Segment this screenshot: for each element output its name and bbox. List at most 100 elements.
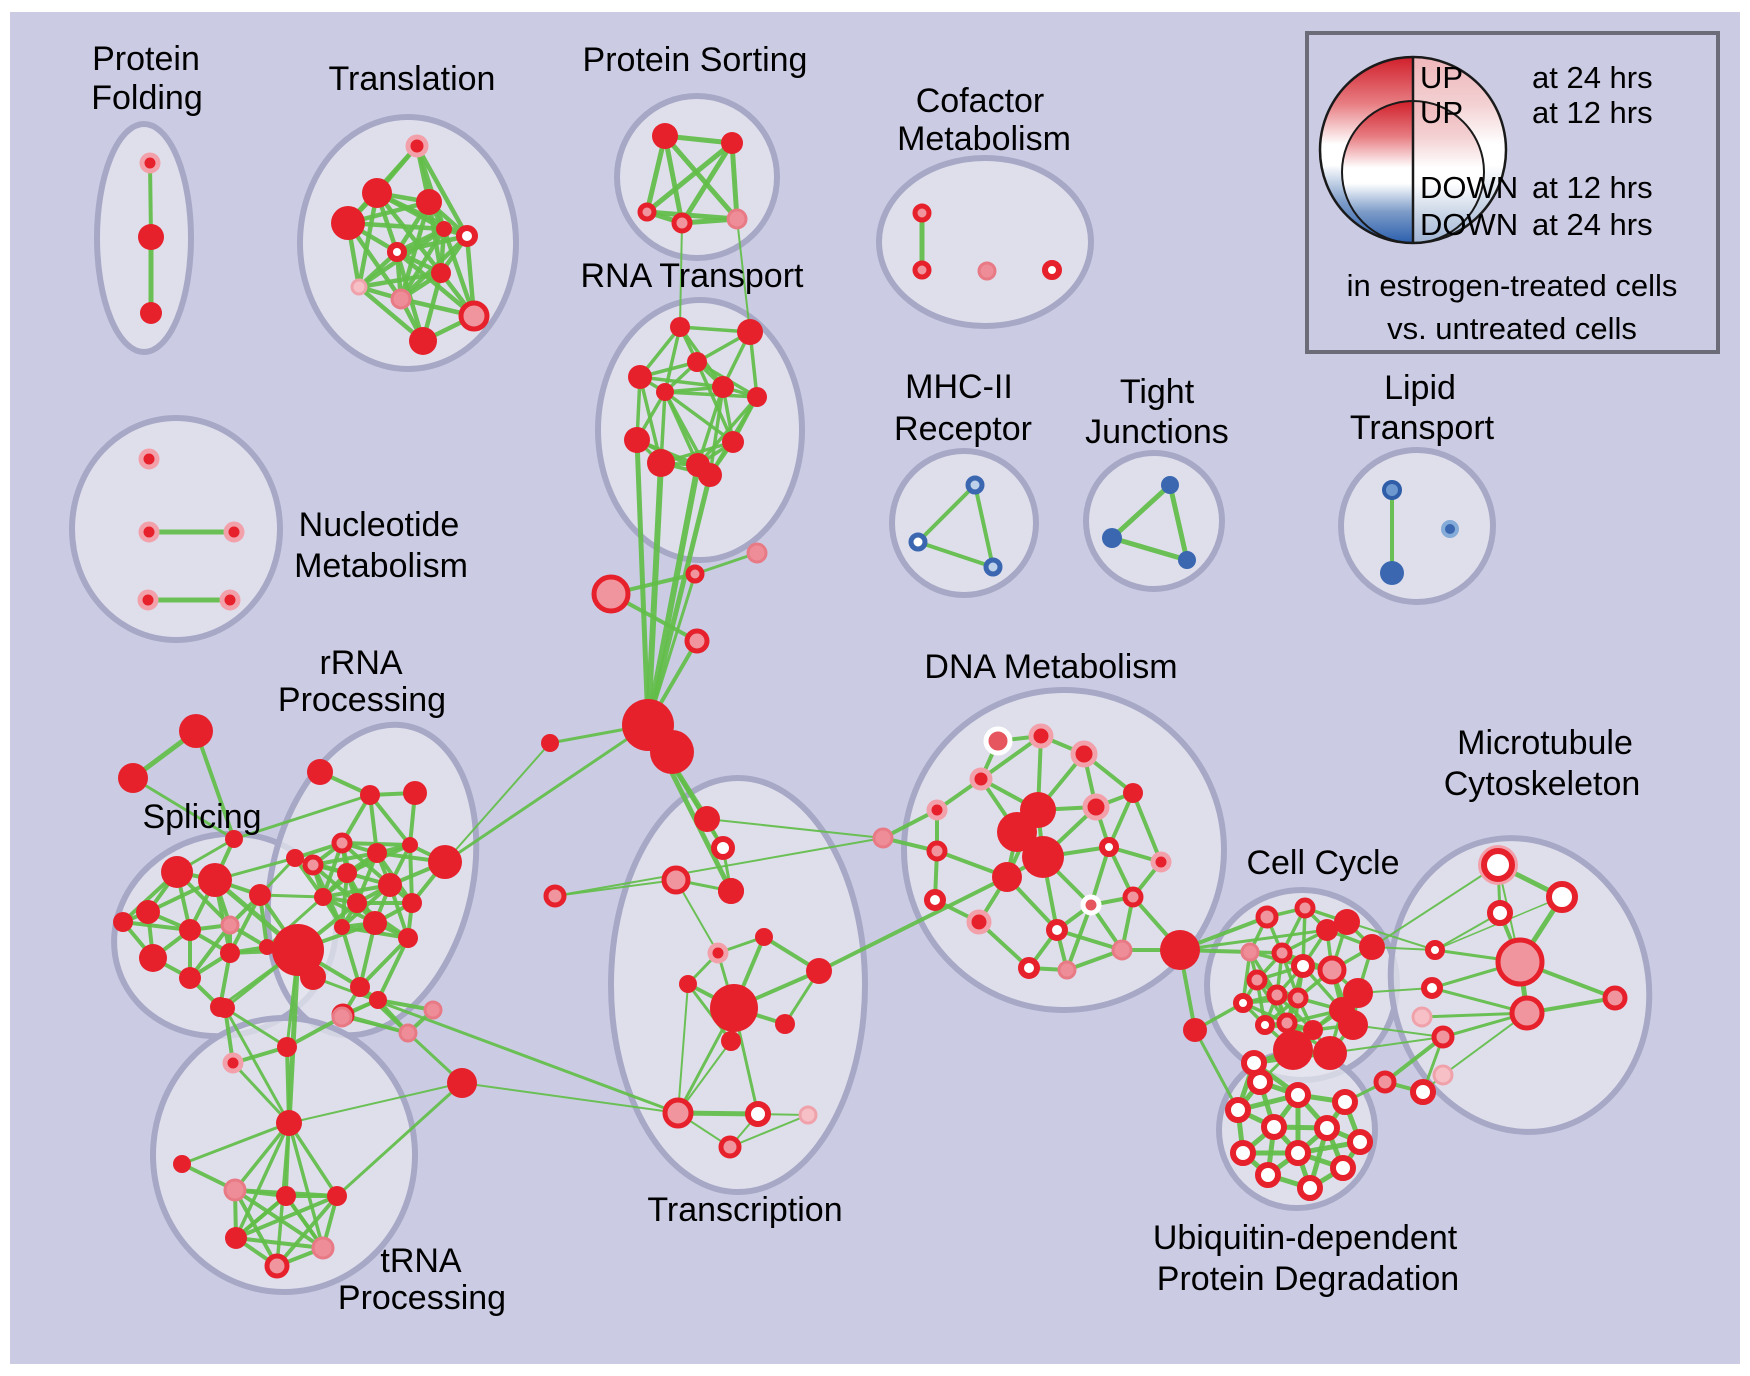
node-ub-3: [1225, 1097, 1251, 1123]
node-mh-0: [965, 475, 985, 495]
node-ps-4: [726, 208, 748, 230]
node-cc-8: [1317, 955, 1347, 985]
edge: [233, 1188, 279, 1268]
node-ps-3: [671, 212, 693, 234]
node-dna-13: [1099, 837, 1119, 857]
edge: [1109, 535, 1190, 563]
edge: [234, 1194, 339, 1240]
node-tn-11: [264, 1253, 290, 1279]
node-tr-10: [458, 300, 490, 332]
node-hub-3: [685, 564, 705, 584]
node-sp-11: [259, 939, 275, 955]
node-cc-15: [1276, 1012, 1298, 1034]
cluster-tn-label-line2: Processing: [338, 1279, 506, 1317]
node-mt-5: [1509, 995, 1545, 1031]
edge: [695, 360, 735, 444]
node-lp-1: [1380, 561, 1404, 585]
edge: [916, 483, 977, 544]
node-pf-2: [140, 302, 162, 324]
node-rr-10: [378, 873, 402, 897]
node-dna-5: [1082, 793, 1110, 821]
node-ts-14: [798, 1105, 818, 1125]
node-dna-23: [1160, 930, 1200, 970]
node-ub-9: [1255, 1162, 1281, 1188]
edge: [1055, 928, 1124, 952]
node-sp-6: [139, 944, 167, 972]
edge: [356, 190, 380, 290]
node-mt-1: [1546, 881, 1578, 913]
edge: [696, 395, 759, 467]
edge: [1352, 1024, 1444, 1038]
node-rt-6: [656, 383, 674, 401]
edge: [1131, 791, 1163, 864]
node-rr-19: [369, 991, 387, 1009]
legend-row4-dir: DOWN: [1420, 207, 1518, 242]
edge: [443, 723, 650, 864]
node-mt-2: [1487, 900, 1513, 926]
node-cc-3: [1334, 909, 1360, 935]
edge: [916, 540, 995, 569]
cluster-pf-label-line1: Protein: [92, 40, 200, 78]
edge: [223, 1006, 289, 1049]
node-hub-8: [300, 964, 326, 990]
edge: [1383, 1035, 1445, 1084]
edge: [729, 140, 740, 222]
edge: [706, 818, 884, 839]
node-tn-3: [277, 1037, 297, 1057]
edge: [444, 742, 551, 863]
edge: [194, 729, 236, 841]
edge: [368, 793, 412, 847]
edge: [414, 143, 470, 239]
legend-row2-time: at 12 hrs: [1532, 95, 1653, 130]
node-rr-21: [398, 1023, 418, 1043]
node-ts-7: [679, 975, 697, 993]
node-rr-9: [428, 845, 462, 879]
cluster-tj-outline: [1083, 450, 1225, 592]
node-ub-4: [1261, 1114, 1287, 1140]
node-nm-2: [223, 521, 245, 543]
cluster-tr-label-line1: Translation: [329, 60, 496, 98]
node-st-0: [179, 714, 213, 748]
edge: [662, 133, 685, 226]
cluster-lp-label-line2: Transport: [1350, 409, 1495, 447]
cluster-ps-label-line1: Protein Sorting: [583, 41, 808, 79]
node-dna-22: [1111, 939, 1133, 961]
node-tr-1: [362, 178, 392, 208]
node-pf-0: [139, 152, 161, 174]
node-cc-0: [1255, 905, 1279, 929]
node-ts-2: [661, 865, 691, 895]
node-mt-11: [1373, 1070, 1397, 1094]
edge: [287, 1121, 325, 1250]
node-cc-21: [1183, 1018, 1207, 1042]
edge: [817, 875, 1009, 973]
node-ts-11: [721, 1031, 741, 1051]
edge: [223, 1006, 291, 1125]
node-rr-17: [350, 977, 370, 997]
node-rr-5: [286, 849, 304, 867]
cluster-cc-label-line1: Cell Cycle: [1246, 844, 1399, 882]
edge: [234, 1121, 291, 1240]
cluster-rt-label-line1: RNA Transport: [581, 257, 805, 295]
edge: [311, 851, 379, 867]
node-dna-6: [926, 799, 948, 821]
node-ps-1: [721, 132, 743, 154]
node-rr-8: [337, 863, 357, 883]
edge: [1371, 864, 1499, 948]
node-cf-0: [912, 203, 932, 223]
edge: [340, 925, 362, 989]
node-rt-4: [712, 376, 734, 398]
node-mh-1: [908, 532, 928, 552]
edge: [645, 472, 713, 728]
node-dna-11: [1022, 836, 1064, 878]
node-hub-1: [650, 730, 694, 774]
node-rt-1: [737, 319, 763, 345]
node-tn-2: [222, 1052, 244, 1074]
node-mt-4: [1602, 985, 1628, 1011]
node-tr-6: [387, 242, 407, 262]
cluster-mt-label-line2: Cytoskeleton: [1444, 765, 1641, 803]
node-ub-5: [1314, 1115, 1340, 1141]
node-cc-17: [1338, 1010, 1368, 1040]
edge: [663, 390, 735, 444]
node-ub-12: [1241, 1050, 1267, 1076]
node-tr-7: [431, 263, 451, 283]
